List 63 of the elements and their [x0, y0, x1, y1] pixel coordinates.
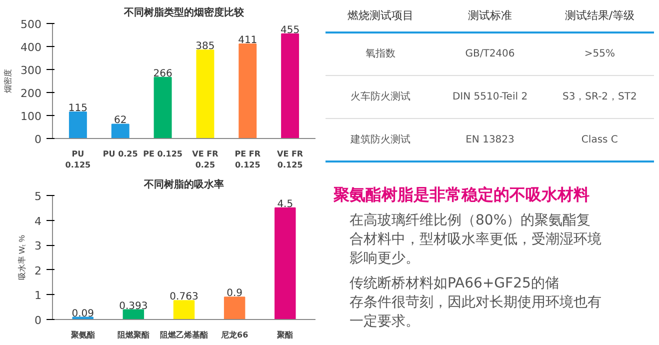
y-axis-title: 吸水率 Wₜ % [18, 234, 26, 280]
chart-title: 不同树脂的吸水率 [143, 178, 224, 190]
y-tick-label: 2 [34, 264, 42, 278]
y-tick-label: 0 [34, 314, 42, 327]
text: 火车防火测试 [350, 90, 410, 102]
x-tick-label: PU 0.25 [102, 150, 138, 158]
text: S3，SR-2，ST2 [562, 92, 637, 102]
text: Class C [581, 134, 618, 146]
y-tick-label: 100 [20, 110, 42, 123]
data-label: 0.393 [119, 300, 148, 312]
bar [238, 43, 257, 138]
x-tick-label: PE FR 0.125 [234, 150, 261, 170]
bar [274, 207, 296, 320]
y-tick-label: 300 [20, 64, 42, 77]
y-tick-label: 4 [34, 214, 42, 228]
data-label: 115 [68, 103, 88, 114]
bar [122, 309, 144, 320]
y-tick-label: 0 [34, 133, 42, 146]
bar [224, 296, 246, 320]
category-label: 测试结果/等级 [564, 9, 635, 22]
bar [111, 124, 130, 138]
x-tick-label: PE 0.125 [143, 150, 183, 158]
text: 传统断桥材料如PA66+GF25的储存条件很苛刻，因此对长期使用环境也有一定要求。 [350, 276, 602, 330]
data-label: 4.5 [277, 198, 294, 210]
category-label: 测试标准 [468, 9, 512, 22]
text: GB/T2406 [465, 48, 515, 60]
bar [196, 49, 214, 138]
text: >55% [584, 48, 615, 60]
category-label: 燃烧测试项目 [347, 9, 414, 22]
y-tick-label: 3 [34, 240, 42, 253]
y-tick-label: 500 [20, 18, 42, 31]
data-label: 455 [280, 24, 300, 36]
bar [173, 300, 195, 320]
data-label: 0.9 [226, 288, 243, 300]
x-tick-label: VE FR 0.125 [277, 150, 304, 170]
data-label: 266 [153, 68, 172, 80]
x-tick-label: PU 0.125 [65, 150, 92, 170]
chart-title: 不同树脂类型的烟密度比较 [123, 6, 245, 18]
y-tick-label: 400 [20, 41, 42, 54]
data-label: 62 [114, 115, 127, 126]
text: 聚氨酯树脂是非常稳定的不吸水材料 [332, 185, 590, 204]
data-label: 411 [238, 34, 258, 46]
x-tick-label: 尼龙66 [220, 330, 249, 340]
data-label: 0.09 [72, 308, 94, 320]
text: 氧指数 [365, 48, 396, 60]
data-label: 385 [196, 40, 215, 52]
bar [154, 76, 172, 138]
x-tick-label: 聚酯 [276, 330, 294, 340]
text: 建筑防火测试 [349, 134, 410, 146]
x-tick-label: VE FR 0.25 [192, 150, 218, 170]
x-tick-label: 聚氨酯 [70, 330, 95, 340]
y-tick-label: 1 [34, 289, 42, 302]
y-tick-label: 200 [20, 87, 42, 100]
bar [281, 33, 300, 138]
y-axis-title: 烟密度 [4, 69, 13, 93]
text: EN 13823 [466, 134, 514, 146]
text: 在高玻璃纤维比例（80%）的聚氨酯复合材料中，型材吸水率更低，受潮湿环境影响更少。 [350, 212, 602, 266]
x-tick-label: 阻燃聚酯 [117, 330, 150, 340]
data-label: 0.763 [170, 292, 198, 303]
x-tick-label: 阻燃乙烯基酯 [160, 330, 208, 340]
text: DIN 5510-Teil 2 [452, 92, 528, 102]
bar [68, 112, 87, 138]
y-tick-label: 5 [34, 190, 42, 203]
